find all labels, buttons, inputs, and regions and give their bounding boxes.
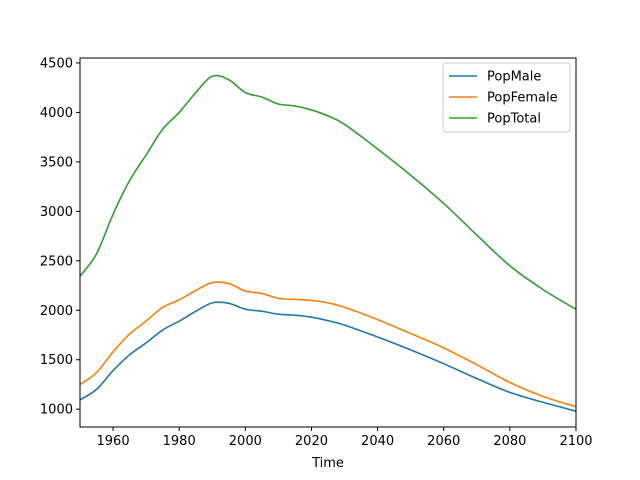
x-axis-label: Time xyxy=(311,456,344,471)
legend-label: PopTotal xyxy=(487,112,541,127)
y-tick-label: 2000 xyxy=(40,304,73,319)
legend-label: PopMale xyxy=(487,70,541,85)
x-tick-label: 1980 xyxy=(163,434,196,449)
legend-box xyxy=(442,62,571,133)
y-tick-label: 2500 xyxy=(40,254,73,269)
legend: PopMale PopFemale PopTotal xyxy=(442,62,571,133)
x-tick-label: 2100 xyxy=(559,434,592,449)
x-tick-label: 1960 xyxy=(97,434,130,449)
y-axis: 1000 1500 2000 2500 3000 3500 4000 4500 xyxy=(40,56,80,418)
series-line-popmale xyxy=(79,301,577,412)
legend-label: PopFemale xyxy=(487,91,558,106)
plot-lines xyxy=(79,74,577,412)
x-tick-label: 2080 xyxy=(493,434,526,449)
series-line-poptotal xyxy=(79,74,577,310)
series-line-popfemale xyxy=(79,281,577,408)
y-tick-label: 1500 xyxy=(40,353,73,368)
x-axis: 1960 1980 2000 2020 2040 2060 2080 2100 xyxy=(97,427,593,449)
y-tick-label: 4500 xyxy=(40,56,73,71)
x-tick-label: 2020 xyxy=(295,434,328,449)
y-tick-label: 1000 xyxy=(40,403,73,418)
y-tick-label: 3000 xyxy=(40,205,73,220)
y-tick-label: 3500 xyxy=(40,155,73,170)
plot-frame xyxy=(79,57,577,428)
x-tick-label: 2040 xyxy=(361,434,394,449)
y-tick-label: 4000 xyxy=(40,106,73,121)
x-tick-label: 2060 xyxy=(427,434,460,449)
x-tick-label: 2000 xyxy=(229,434,262,449)
